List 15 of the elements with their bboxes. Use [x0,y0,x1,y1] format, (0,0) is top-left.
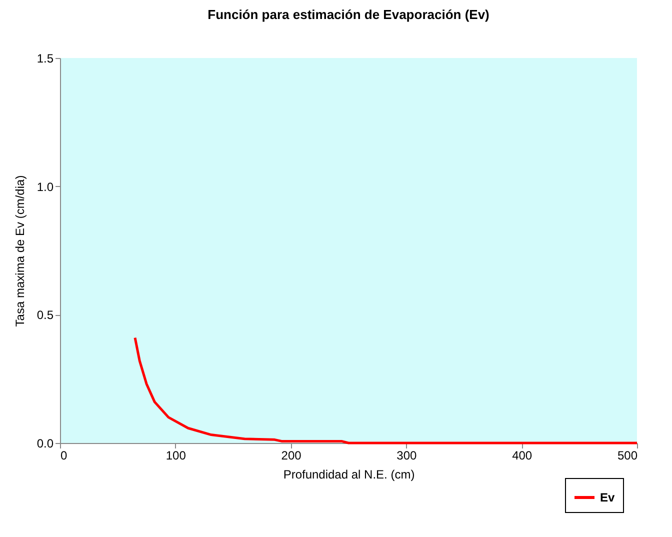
y-tick-label: 0.5 [36,308,54,322]
y-tick-label: 1.5 [36,52,54,66]
chart-title: Función para estimación de Evaporación (Ev) [208,7,490,22]
x-tick-label: 300 [396,448,418,462]
y-tick-label: 1.0 [36,180,54,194]
x-tick-label: 400 [512,448,532,462]
legend-label: Ev [600,490,616,504]
y-tick-label: 0.0 [36,436,54,450]
x-tick-label: 200 [281,448,302,462]
y-axis-title: Tasa maxima de Ev (cm/dia) [12,175,27,327]
x-tick-label: 500 [617,448,638,462]
x-tick-label: 0 [60,448,68,462]
x-axis-title: Profundidad al N.E. (cm) [283,468,415,482]
line-series [134,336,638,444]
x-tick-label: 100 [166,448,186,462]
